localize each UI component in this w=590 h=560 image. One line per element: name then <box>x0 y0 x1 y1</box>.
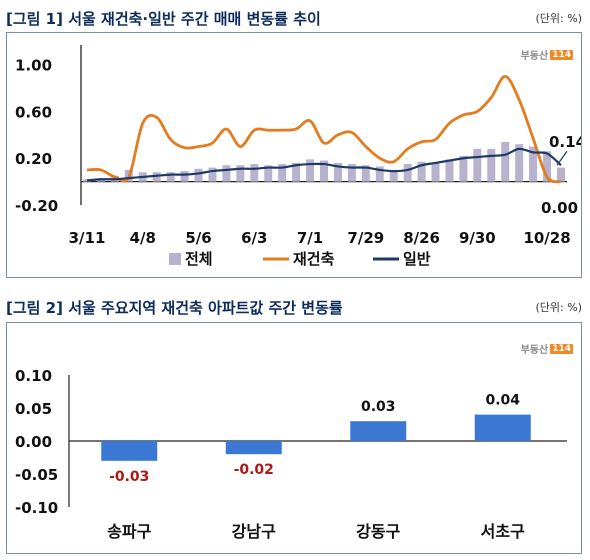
bar-total <box>473 148 482 182</box>
figure1-panel: 부동산 114 1.00 0.60 0.20 -0.20 0.14 0.00 3/11 4/8… <box>6 32 582 278</box>
y-tick-label: -0.05 <box>15 466 58 484</box>
x-tick-label: 9/30 <box>459 229 496 247</box>
y-tick-label: 0.10 <box>15 367 52 385</box>
data-label: 0.04 <box>485 393 520 409</box>
category-label: 서초구 <box>481 522 525 541</box>
legend-label: 전체 <box>185 250 213 268</box>
x-tick-label: 10/28 <box>523 229 570 247</box>
figure2-chart: 0.10 0.05 0.00 -0.05 -0.10 -0.03 송파구 -0.02 강남구 0.… <box>15 367 567 541</box>
bar-total <box>96 179 105 182</box>
bar-total <box>320 160 328 182</box>
x-tick-label: 7/1 <box>297 229 323 247</box>
data-label: -0.02 <box>234 462 274 478</box>
logo-number: 114 <box>550 49 573 60</box>
legend-label: 일반 <box>403 250 431 268</box>
bar-total <box>194 168 203 182</box>
bar-total <box>403 164 412 182</box>
bar-total <box>250 164 259 182</box>
bar-total <box>501 141 510 182</box>
bar-total <box>459 155 468 182</box>
bar-total <box>152 172 161 182</box>
figure1-chart: 1.00 0.60 0.20 -0.20 0.14 0.00 3/11 4/8 5/6 6/3 7/… <box>15 45 581 268</box>
bar-total <box>417 161 426 182</box>
bar-total <box>292 162 301 182</box>
bar-1 <box>225 441 282 455</box>
figure2-unit: (단위: %) <box>535 301 582 314</box>
bar-total <box>529 146 538 182</box>
x-tick-label: 4/8 <box>130 229 156 247</box>
bar-2 <box>350 421 407 441</box>
bar-total <box>166 172 175 182</box>
bar-total <box>431 162 440 182</box>
annotation-general-last: 0.14 <box>549 133 581 151</box>
figure2-title: [그림 2] 서울 주요지역 재건축 아파트값 주간 변동률 <box>6 299 343 317</box>
bar-total <box>515 144 524 182</box>
data-label: 0.03 <box>361 399 396 415</box>
legend-label: 재건축 <box>293 250 335 268</box>
bar-total <box>543 151 552 182</box>
y-tick-label: 0.00 <box>15 433 52 451</box>
category-label: 송파구 <box>107 522 151 541</box>
bar-total <box>389 169 398 182</box>
bar-total <box>375 166 384 182</box>
x-tick-label: 6/3 <box>241 229 267 247</box>
y-tick-label: 0.20 <box>15 150 52 168</box>
category-label: 강남구 <box>232 522 276 541</box>
figure2-panel: 부동산 114 0.10 0.05 0.00 -0.05 -0.10 -0.03 송파구 -0… <box>6 322 582 554</box>
annotation-reconstruction-last: 0.00 <box>541 199 578 217</box>
annotation-leader <box>556 150 568 166</box>
y-tick-label: 0.60 <box>15 103 52 121</box>
figure1-title: [그림 1] 서울 재건축·일반 주간 매매 변동률 추이 <box>6 10 321 28</box>
bar-3 <box>474 414 531 441</box>
y-tick-label: 0.05 <box>15 400 52 418</box>
figure1-unit: (단위: %) <box>535 12 582 25</box>
figure2-logo: 부동산 114 <box>521 341 573 356</box>
figure1-logo: 부동산 114 <box>521 47 573 62</box>
bar-total <box>557 167 565 182</box>
x-tick-label: 8/26 <box>403 229 440 247</box>
x-tick-label: 5/6 <box>185 229 211 247</box>
bar-total <box>208 167 217 182</box>
y-tick-label: -0.20 <box>15 197 58 215</box>
bar-total <box>180 171 189 182</box>
x-tick-label: 3/11 <box>69 229 106 247</box>
bar-total <box>236 165 245 182</box>
bar-total <box>306 159 315 182</box>
data-label: -0.03 <box>109 469 149 485</box>
bar-total <box>361 165 370 182</box>
bar-total <box>278 164 287 182</box>
x-tick-label: 7/29 <box>347 229 384 247</box>
bar-total <box>333 162 342 182</box>
series-line-reconstruction <box>86 74 562 184</box>
y-tick-label: -0.10 <box>15 499 58 517</box>
category-label: 강동구 <box>356 522 400 541</box>
logo-text: 부동산 <box>520 51 549 62</box>
legend-swatch <box>169 253 181 265</box>
bar-0 <box>101 441 158 461</box>
bar-total <box>487 148 496 182</box>
series-line-general <box>86 147 562 182</box>
logo-text: 부동산 <box>520 345 549 356</box>
bar-total <box>222 165 231 182</box>
bar-total <box>264 165 273 182</box>
bar-total <box>347 164 356 182</box>
bar-total <box>445 159 454 182</box>
y-tick-label: 1.00 <box>15 57 52 75</box>
logo-number: 114 <box>550 343 573 354</box>
